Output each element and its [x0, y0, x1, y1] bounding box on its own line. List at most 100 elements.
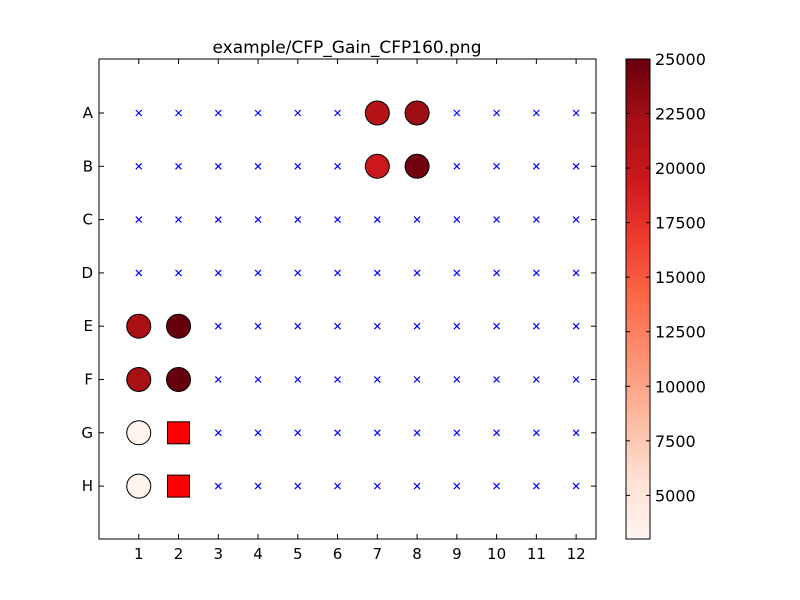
empty-well-marker [532, 322, 540, 330]
empty-well-marker [135, 109, 143, 117]
y-tick-label: B [83, 157, 93, 175]
well-circle-marker [126, 367, 152, 392]
empty-well-marker [214, 429, 222, 437]
x-tick-label: 5 [293, 545, 303, 563]
empty-well-marker [254, 322, 262, 330]
empty-well-marker [294, 482, 302, 490]
y-tick-label: E [84, 317, 93, 335]
empty-well-marker [373, 322, 381, 330]
x-tick-label: 6 [333, 545, 343, 563]
empty-well-marker [334, 482, 341, 490]
empty-well-marker [254, 109, 262, 117]
empty-well-marker [334, 269, 341, 277]
y-tick-label: A [83, 104, 94, 122]
empty-well-marker [572, 322, 580, 330]
well-circle-marker [404, 100, 430, 126]
empty-well-marker [135, 216, 143, 224]
colorbar-tick-label: 20000 [655, 159, 706, 178]
empty-well-marker [413, 376, 421, 383]
empty-well-marker [572, 109, 580, 117]
x-tick-label: 2 [174, 545, 184, 563]
empty-well-marker [532, 429, 540, 437]
empty-well-marker [532, 216, 540, 224]
empty-well-marker [532, 482, 540, 490]
empty-well-marker [373, 429, 381, 437]
empty-well-marker [453, 429, 461, 437]
well-square-marker [167, 474, 191, 498]
empty-well-marker [175, 109, 182, 117]
empty-well-marker [453, 376, 461, 383]
empty-well-marker [373, 482, 381, 490]
empty-well-marker [214, 322, 222, 330]
y-axis: A B C D E F G H [81, 104, 596, 495]
well-circle-marker [126, 313, 152, 339]
empty-well-marker [334, 216, 341, 224]
x-tick-label: 8 [412, 545, 422, 563]
well-circle-marker [404, 153, 430, 179]
empty-well-marker [493, 109, 501, 117]
empty-well-marker [453, 482, 461, 490]
empty-well-marker [453, 109, 461, 117]
empty-well-marker [334, 109, 341, 117]
empty-well-marker [493, 429, 501, 437]
empty-well-marker [493, 322, 501, 330]
empty-well-marker [334, 376, 341, 383]
empty-well-marker [135, 269, 143, 277]
empty-well-marker [214, 216, 222, 224]
empty-well-marker [532, 162, 540, 170]
empty-well-marker [294, 162, 302, 170]
chart-title: example/CFP_Gain_CFP160.png [213, 38, 482, 58]
empty-well-marker [493, 162, 501, 170]
empty-well-marker [532, 109, 540, 117]
empty-well-marker [493, 376, 501, 383]
colorbar-gradient [625, 58, 651, 540]
empty-well-marker [453, 269, 461, 277]
colorbar-ticks: 5000 7500 10000 12500 15000 17500 20000 22500 25… [626, 50, 706, 505]
well-markers [126, 100, 580, 499]
empty-well-marker [572, 376, 580, 383]
y-tick-label: F [84, 371, 93, 389]
empty-well-marker [572, 482, 580, 490]
x-tick-label: 11 [527, 545, 546, 563]
empty-well-marker [175, 216, 182, 224]
x-tick-label: 12 [567, 545, 586, 563]
colorbar-tick-label: 10000 [655, 377, 706, 396]
well-circle-marker [166, 313, 192, 339]
y-tick-label: C [83, 211, 93, 229]
empty-well-marker [373, 216, 381, 224]
empty-well-marker [254, 429, 262, 437]
empty-well-marker [373, 376, 381, 383]
colorbar-tick-label: 25000 [655, 50, 706, 69]
empty-well-marker [214, 269, 222, 277]
empty-well-marker [294, 429, 302, 437]
empty-well-marker [214, 482, 222, 490]
empty-well-marker [493, 482, 501, 490]
y-tick-label: D [81, 264, 93, 282]
empty-well-marker [334, 429, 341, 437]
plot-area [98, 58, 597, 540]
empty-well-marker [254, 162, 262, 170]
empty-well-marker [254, 216, 262, 224]
well-circle-marker [126, 420, 152, 446]
x-tick-label: 7 [373, 545, 383, 563]
empty-well-marker [334, 322, 341, 330]
well-square-marker [167, 421, 191, 445]
empty-well-marker [532, 269, 540, 277]
empty-well-marker [214, 376, 222, 383]
x-axis: 1 2 3 4 5 6 7 8 9 10 11 12 [134, 59, 586, 563]
well-circle-marker [364, 153, 390, 179]
x-tick-label: 10 [487, 545, 506, 563]
colorbar: 5000 7500 10000 12500 15000 17500 20000 22500 25… [625, 50, 706, 540]
x-tick-label: 4 [253, 545, 263, 563]
colorbar-tick-label: 5000 [655, 486, 696, 505]
y-tick-label: H [82, 477, 93, 495]
empty-well-marker [214, 162, 222, 170]
empty-well-marker [214, 109, 222, 117]
x-tick-label: 3 [214, 545, 224, 563]
empty-well-marker [294, 216, 302, 224]
well-circle-marker [364, 100, 390, 126]
empty-well-marker [453, 162, 461, 170]
empty-well-marker [413, 429, 421, 437]
empty-well-marker [532, 376, 540, 383]
empty-well-marker [135, 162, 143, 170]
